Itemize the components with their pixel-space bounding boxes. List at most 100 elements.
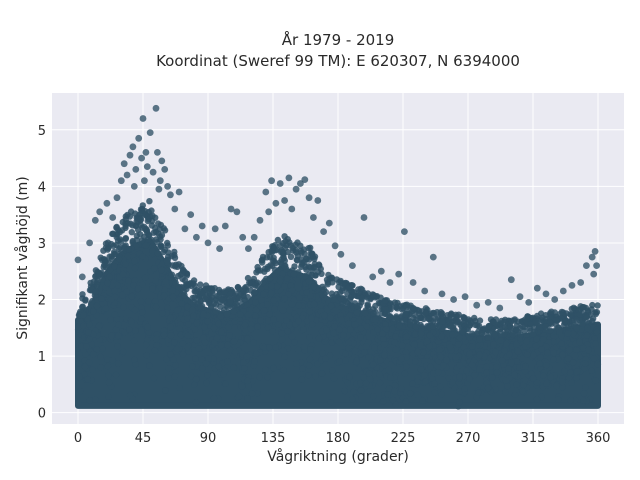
data-point <box>561 368 568 375</box>
data-point <box>410 306 417 313</box>
data-point <box>265 317 272 324</box>
data-point <box>152 277 159 284</box>
data-point <box>221 288 229 295</box>
data-point <box>307 264 314 271</box>
outlier-point <box>551 296 559 303</box>
data-point <box>521 376 529 384</box>
data-point <box>543 362 550 369</box>
data-point <box>478 330 486 337</box>
data-point <box>493 363 500 371</box>
data-point <box>573 374 580 382</box>
data-point <box>381 297 389 304</box>
outlier-point <box>593 262 600 269</box>
data-point <box>75 360 83 367</box>
outlier-point <box>473 301 481 309</box>
data-point <box>492 386 499 393</box>
data-point <box>329 367 336 374</box>
data-point <box>85 329 92 336</box>
data-point <box>120 245 128 252</box>
data-point <box>382 321 389 328</box>
data-point <box>421 372 428 379</box>
data-point <box>588 367 595 374</box>
outlier-point <box>276 180 284 187</box>
data-point <box>309 250 316 257</box>
outlier-point <box>211 225 219 233</box>
data-point <box>588 306 595 313</box>
data-point <box>102 240 110 247</box>
data-point <box>122 220 129 227</box>
data-point <box>366 375 373 382</box>
data-point <box>132 327 139 334</box>
data-point <box>289 244 296 252</box>
outlier-point <box>292 185 300 193</box>
data-point <box>241 321 249 329</box>
outlier-point <box>91 216 99 224</box>
data-point <box>185 321 192 328</box>
data-point <box>362 380 370 387</box>
data-point <box>183 281 190 288</box>
data-point <box>149 212 156 219</box>
data-point <box>247 321 255 328</box>
data-point <box>363 323 370 330</box>
data-point <box>141 274 149 281</box>
outlier-point <box>158 157 166 165</box>
data-point <box>582 384 589 391</box>
y-tick-label: 5 <box>38 124 46 139</box>
data-point <box>253 350 260 357</box>
outlier-point <box>331 242 339 250</box>
outlier-point <box>314 197 322 204</box>
data-point <box>502 340 510 348</box>
chart-title-line-1: År 1979 - 2019 <box>282 30 395 49</box>
data-point <box>446 343 454 351</box>
data-point <box>240 287 247 294</box>
outlier-point <box>227 205 235 213</box>
data-point <box>389 396 397 404</box>
data-point <box>357 387 365 394</box>
data-point <box>310 300 318 308</box>
data-point <box>178 300 185 307</box>
data-point <box>79 291 86 298</box>
x-axis-label: Vågriktning (grader) <box>267 448 409 465</box>
data-point <box>476 366 483 373</box>
outlier-point <box>320 228 327 236</box>
data-point <box>448 311 455 318</box>
data-point <box>270 244 277 251</box>
data-point <box>365 354 372 361</box>
data-point <box>532 342 540 350</box>
data-point <box>200 311 207 318</box>
outlier-point <box>591 248 599 255</box>
data-point <box>148 222 156 229</box>
data-point <box>307 244 314 251</box>
data-point <box>548 308 555 315</box>
outlier-point <box>130 183 138 190</box>
data-point <box>222 380 229 387</box>
data-point <box>580 397 587 404</box>
data-point <box>490 341 497 348</box>
data-point <box>139 309 146 316</box>
data-point <box>540 372 547 379</box>
outlier-point <box>325 219 333 227</box>
data-point <box>123 288 130 295</box>
data-point <box>119 270 127 278</box>
data-point <box>371 344 378 352</box>
data-point <box>92 396 99 403</box>
data-point <box>522 317 530 325</box>
data-point <box>153 331 161 338</box>
data-point <box>392 314 400 322</box>
data-point <box>119 291 126 299</box>
outlier-point <box>146 129 154 137</box>
data-point <box>377 357 384 364</box>
outlier-point <box>103 199 111 207</box>
data-point <box>569 359 577 366</box>
outlier-point <box>126 151 134 159</box>
data-point <box>580 390 588 397</box>
data-point <box>215 363 222 370</box>
data-point <box>167 314 174 322</box>
data-point <box>481 352 488 360</box>
data-point <box>493 369 501 376</box>
data-point <box>546 319 554 326</box>
data-point <box>418 323 425 331</box>
data-point <box>225 323 232 331</box>
data-point <box>583 314 590 321</box>
data-point <box>75 323 82 331</box>
